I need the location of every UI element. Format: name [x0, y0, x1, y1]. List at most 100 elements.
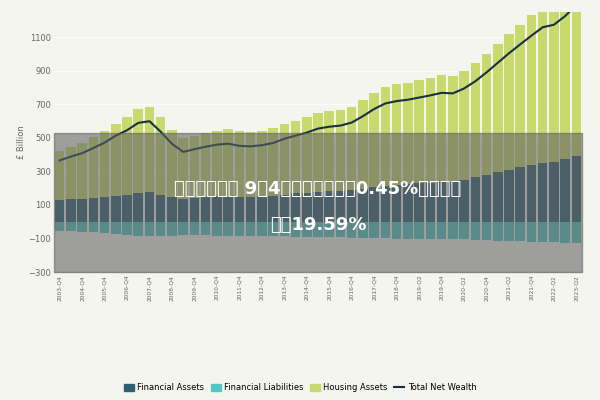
Bar: [549, 162, 559, 222]
Bar: [538, 163, 547, 222]
Bar: [415, 184, 424, 222]
Bar: [527, 165, 536, 222]
Bar: [380, 186, 390, 222]
Bar: [572, 156, 581, 222]
Bar: [425, 183, 435, 222]
Bar: [156, 194, 166, 222]
Bar: [380, 222, 390, 238]
Bar: [55, 200, 64, 222]
Bar: [223, 222, 233, 236]
Bar: [493, 44, 503, 172]
Bar: [437, 75, 446, 182]
Bar: [370, 222, 379, 238]
Bar: [268, 128, 278, 196]
Bar: [403, 83, 413, 184]
Bar: [358, 189, 368, 222]
Bar: [470, 177, 480, 222]
Y-axis label: £ Billion: £ Billion: [17, 125, 26, 159]
Bar: [425, 222, 435, 239]
Bar: [291, 194, 301, 222]
Bar: [493, 172, 503, 222]
Bar: [437, 222, 446, 239]
Bar: [111, 124, 121, 196]
Bar: [504, 34, 514, 170]
Bar: [246, 132, 256, 196]
Bar: [190, 222, 199, 235]
Bar: [358, 222, 368, 238]
Bar: [167, 222, 177, 236]
Bar: [89, 222, 98, 232]
Bar: [538, 7, 547, 163]
Bar: [89, 138, 98, 198]
Bar: [335, 191, 345, 222]
Bar: [55, 222, 64, 231]
Bar: [235, 132, 244, 197]
Bar: [515, 222, 525, 242]
Bar: [111, 196, 121, 222]
Bar: [335, 222, 345, 238]
Bar: [235, 197, 244, 222]
Bar: [77, 143, 87, 198]
Bar: [122, 117, 132, 194]
Bar: [178, 198, 188, 222]
Bar: [448, 222, 458, 239]
Bar: [201, 222, 211, 235]
Bar: [560, 159, 570, 222]
Bar: [291, 120, 301, 194]
Bar: [212, 196, 221, 222]
Bar: [560, 222, 570, 243]
Bar: [482, 54, 491, 175]
Bar: [459, 180, 469, 222]
Bar: [482, 175, 491, 222]
Bar: [347, 190, 356, 222]
Bar: [156, 117, 166, 194]
Bar: [257, 131, 266, 196]
Bar: [325, 111, 334, 192]
Bar: [437, 182, 446, 222]
Bar: [358, 100, 368, 189]
Bar: [100, 132, 109, 197]
Bar: [201, 133, 211, 197]
Bar: [280, 222, 289, 236]
Bar: [459, 222, 469, 240]
Bar: [89, 198, 98, 222]
Bar: [493, 222, 503, 241]
Bar: [111, 222, 121, 234]
Bar: [257, 196, 266, 222]
Bar: [527, 222, 536, 242]
Bar: [122, 194, 132, 222]
Bar: [223, 196, 233, 222]
Bar: [515, 167, 525, 222]
Bar: [403, 184, 413, 222]
Bar: [133, 222, 143, 236]
Text: 股票配资常识 9月4日旺能转债上涨0.45%，转股溢: 股票配资常识 9月4日旺能转债上涨0.45%，转股溢: [175, 180, 461, 198]
Bar: [178, 138, 188, 198]
Legend: Financial Assets, Financial Liabilities, Housing Assets, Total Net Wealth: Financial Assets, Financial Liabilities,…: [120, 380, 480, 396]
Bar: [549, 222, 559, 242]
Bar: [246, 196, 256, 222]
Bar: [66, 147, 76, 199]
Bar: [392, 222, 401, 239]
Bar: [100, 222, 109, 233]
Bar: [156, 222, 166, 236]
Bar: [370, 187, 379, 222]
Bar: [313, 192, 323, 222]
Bar: [66, 199, 76, 222]
Bar: [470, 222, 480, 240]
Bar: [66, 222, 76, 231]
Bar: [268, 196, 278, 222]
Bar: [538, 222, 547, 242]
Bar: [167, 130, 177, 197]
Bar: [190, 198, 199, 222]
Bar: [122, 222, 132, 234]
Bar: [54, 133, 582, 272]
Bar: [257, 222, 266, 236]
Bar: [280, 194, 289, 222]
Bar: [302, 117, 311, 193]
Bar: [280, 124, 289, 194]
Bar: [235, 222, 244, 236]
Bar: [223, 130, 233, 196]
Bar: [291, 222, 301, 237]
Bar: [515, 24, 525, 167]
Bar: [212, 222, 221, 236]
